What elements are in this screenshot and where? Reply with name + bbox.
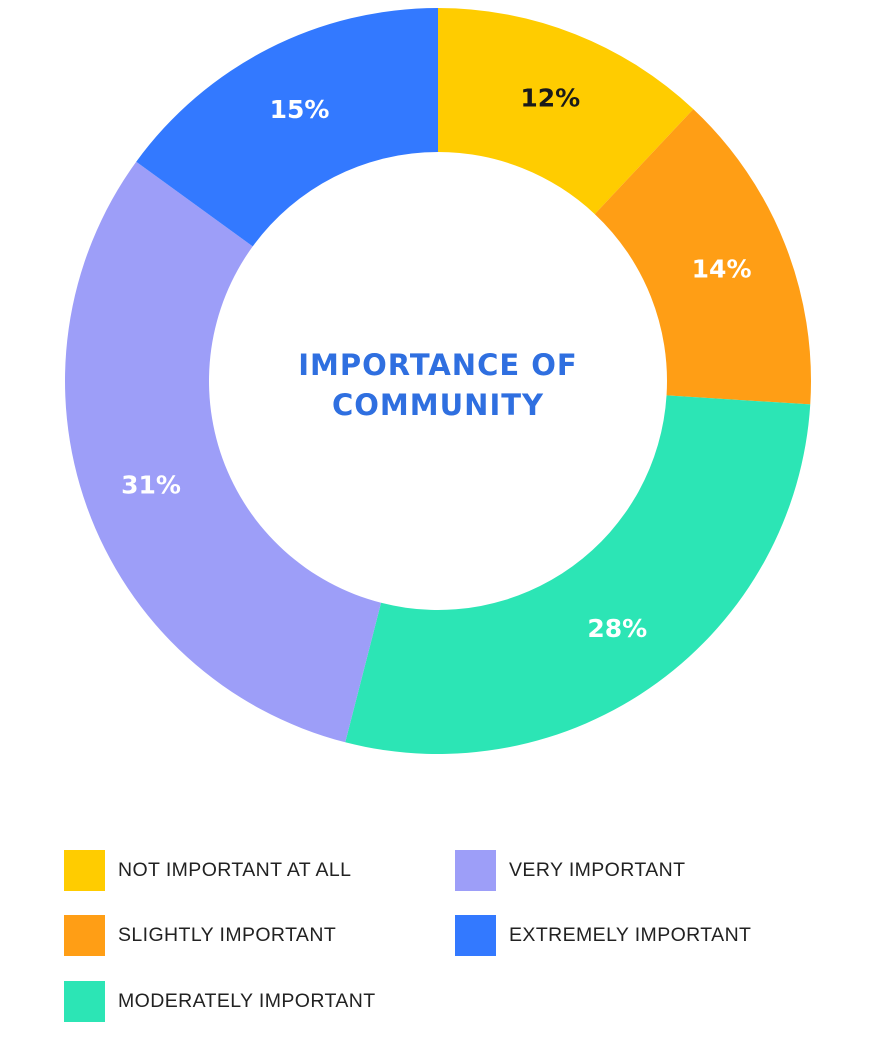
- slice-moderately-important: [345, 395, 811, 754]
- legend-label: SLIGHTLY IMPORTANT: [118, 923, 337, 946]
- slice-label-extremely-important: 15%: [270, 95, 330, 124]
- slice-not-important-at-all: [438, 8, 694, 215]
- legend-item-slightly-important: SLIGHTLY IMPORTANT: [64, 914, 336, 956]
- legend-label: EXTREMELY IMPORTANT: [509, 923, 752, 946]
- slice-label-very-important: 31%: [121, 470, 181, 499]
- donut-chart: 12% 14% 28% 31% 15% IMPORTANCE OF COMMUNITY: [64, 8, 811, 754]
- legend-item-moderately-important: MODERATELY IMPORTANT: [64, 980, 376, 1022]
- chart-title-line-2: COMMUNITY: [332, 388, 544, 422]
- legend-swatch: [64, 914, 105, 956]
- slice-label-moderately-important: 28%: [587, 614, 647, 643]
- legend-swatch: [455, 849, 496, 891]
- slice-slightly-important: [594, 109, 811, 405]
- legend-item-very-important: VERY IMPORTANT: [455, 849, 685, 891]
- slice-label-slightly-important: 14%: [692, 255, 752, 284]
- legend-swatch: [455, 914, 496, 956]
- legend-swatch: [64, 980, 105, 1022]
- slice-very-important: [64, 161, 382, 743]
- legend-item-not-important-at-all: NOT IMPORTANT AT ALL: [64, 849, 351, 891]
- slice-extremely-important: [136, 8, 438, 247]
- legend-item-extremely-important: EXTREMELY IMPORTANT: [455, 914, 751, 956]
- legend-label: MODERATELY IMPORTANT: [118, 989, 376, 1012]
- slice-label-not-important-at-all: 12%: [520, 83, 580, 112]
- legend-label: NOT IMPORTANT AT ALL: [118, 858, 352, 881]
- legend-label: VERY IMPORTANT: [509, 858, 686, 881]
- chart-title-line-1: IMPORTANCE OF: [298, 348, 577, 382]
- legend-swatch: [64, 849, 105, 891]
